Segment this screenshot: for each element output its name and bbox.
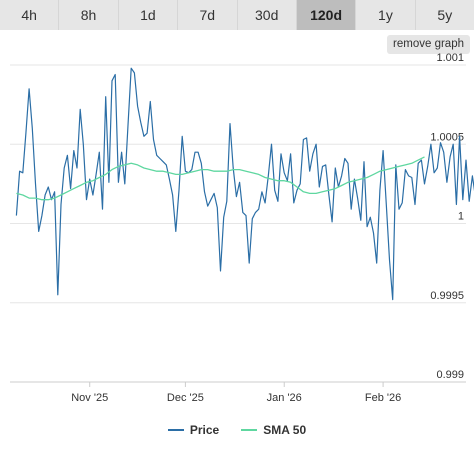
tab-5y[interactable]: 5y [437, 7, 453, 23]
tab-8h[interactable]: 8h [59, 0, 119, 30]
tab-1d[interactable]: 1d [119, 0, 179, 30]
y-tick-label: 1 [458, 211, 464, 223]
legend-price-label: Price [189, 423, 220, 437]
legend-sma-label: SMA 50 [263, 423, 307, 437]
y-tick-label: 0.9995 [430, 290, 464, 302]
x-tick-label: Feb '26 [365, 392, 401, 404]
legend-item-sma[interactable]: SMA 50 [241, 423, 306, 437]
tab-1y[interactable]: 1y [356, 0, 416, 30]
chart-legend: Price SMA 50 [0, 420, 474, 440]
x-tick-label: Dec '25 [167, 392, 204, 404]
legend-item-price[interactable]: Price [167, 423, 220, 437]
sma-50-line [16, 156, 425, 201]
legend-price-swatch [167, 429, 184, 431]
tab-4h[interactable]: 4h [0, 0, 60, 30]
y-tick-label: 1.001 [436, 52, 464, 64]
price-line [15, 67, 474, 301]
tab-7d[interactable]: 7d [178, 0, 238, 30]
remove-graph-button[interactable]: remove graph [387, 35, 470, 54]
legend-sma-swatch [241, 429, 258, 431]
y-tick-label: 1.0005 [430, 131, 464, 143]
tab-30d[interactable]: 30d [238, 0, 297, 30]
x-tick-label: Jan '26 [267, 392, 302, 404]
y-tick-label: 0.999 [436, 369, 464, 381]
x-tick-label: Nov '25 [71, 392, 108, 404]
tab-120d[interactable]: 120d [296, 0, 357, 30]
timeframe-tabs: 4h 8h 1d 7d 30d 120d 1y 5y [0, 0, 474, 30]
